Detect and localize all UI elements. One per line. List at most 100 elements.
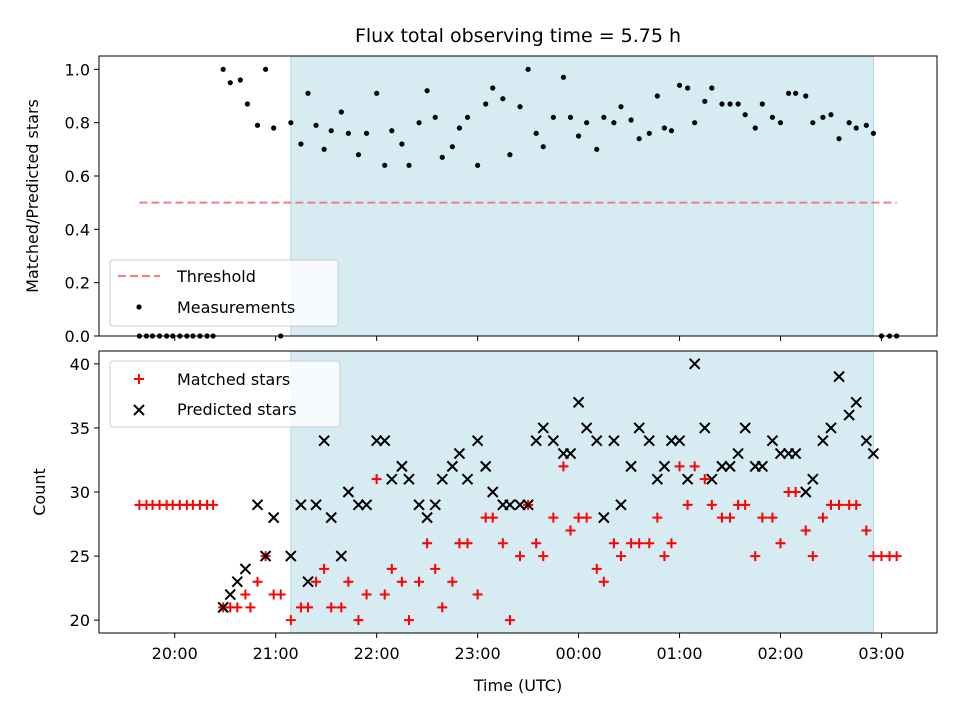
predicted-star-point bbox=[267, 511, 280, 524]
matched-star-point bbox=[531, 538, 542, 549]
measurement-point bbox=[618, 104, 624, 110]
measurement-point bbox=[363, 130, 370, 136]
legend-predicted-label: Predicted stars bbox=[177, 400, 297, 419]
matched-star-point bbox=[414, 576, 425, 587]
measurement-point bbox=[654, 93, 660, 99]
matched-star-point bbox=[851, 499, 862, 510]
predicted-star-point bbox=[461, 473, 474, 485]
matched-star-point bbox=[319, 563, 330, 574]
matched-star-point bbox=[615, 551, 626, 562]
predicted-star-point bbox=[421, 511, 433, 524]
matched-star-point bbox=[548, 512, 559, 523]
predicted-star-point bbox=[360, 499, 373, 511]
measurement-point bbox=[483, 101, 489, 107]
predicted-star-point bbox=[436, 473, 448, 485]
top-observing-window bbox=[290, 56, 874, 336]
matched-star-point bbox=[379, 589, 390, 600]
measurement-point bbox=[828, 112, 834, 118]
predicted-star-point bbox=[379, 435, 391, 447]
measurement-point bbox=[584, 120, 590, 126]
measurement-point bbox=[475, 162, 481, 168]
predicted-star-point bbox=[706, 473, 718, 485]
predicted-star-point bbox=[325, 511, 337, 524]
measurement-point bbox=[374, 90, 380, 96]
x-tick-label: 02:00 bbox=[757, 644, 803, 663]
predicted-star-point bbox=[766, 435, 779, 447]
predicted-star-point bbox=[681, 473, 694, 485]
top-y-tick-label: 0.6 bbox=[65, 167, 90, 186]
bottom-y-tick-label: 30 bbox=[70, 483, 90, 502]
matched-star-point bbox=[462, 538, 473, 549]
measurement-point bbox=[355, 152, 362, 158]
measurement-point bbox=[742, 112, 748, 118]
x-tick-label: 01:00 bbox=[656, 644, 702, 663]
predicted-star-point bbox=[732, 447, 744, 460]
legend-matched-label: Matched stars bbox=[177, 370, 290, 389]
panel-star-counts: 20 25 30 35 40 20:00 21:00 22:00 23:00 00:00 01:0… bbox=[30, 350, 938, 695]
matched-star-point bbox=[447, 576, 458, 587]
legend-box bbox=[109, 259, 339, 327]
predicted-star-point bbox=[860, 435, 873, 447]
measurement-point bbox=[416, 120, 422, 126]
measurement-point bbox=[727, 101, 733, 107]
measurement-point bbox=[777, 120, 784, 126]
matched-star-point bbox=[558, 461, 569, 472]
predicted-star-point bbox=[867, 447, 880, 460]
legend-predicted-swatch bbox=[133, 404, 145, 416]
top-y-tick-label: 0.2 bbox=[65, 274, 90, 293]
bottom-y-tick-label: 35 bbox=[70, 419, 90, 438]
top-y-tick-label: 0.0 bbox=[65, 327, 90, 346]
measurement-point bbox=[313, 122, 319, 128]
measurement-point bbox=[432, 114, 438, 120]
top-y-tick-label: 1.0 bbox=[65, 60, 90, 79]
predicted-star-point bbox=[302, 576, 314, 588]
predicted-star-point bbox=[413, 499, 425, 511]
measurement-point bbox=[810, 120, 816, 126]
bottom-y-tick-label: 20 bbox=[70, 611, 90, 630]
measurement-point bbox=[702, 98, 708, 104]
matched-star-point bbox=[311, 576, 322, 587]
matched-star-point bbox=[750, 551, 761, 562]
matched-star-point bbox=[666, 538, 677, 549]
predicted-star-point bbox=[530, 435, 542, 447]
matched-star-point bbox=[767, 512, 778, 523]
measurement-point bbox=[836, 136, 842, 142]
matched-star-point bbox=[634, 538, 645, 549]
measurement-point bbox=[237, 77, 243, 83]
measurement-point bbox=[321, 146, 327, 152]
matched-star-point bbox=[504, 615, 515, 626]
matched-star-point bbox=[834, 499, 845, 510]
predicted-star-point bbox=[688, 358, 701, 370]
matched-star-point bbox=[336, 602, 347, 613]
legend-threshold-label: Threshold bbox=[176, 267, 256, 286]
matched-star-point bbox=[591, 563, 602, 574]
predicted-star-point bbox=[335, 550, 348, 562]
measurement-point bbox=[271, 125, 277, 131]
measurement-point bbox=[550, 114, 556, 120]
predicted-star-point bbox=[817, 435, 829, 447]
measurement-point bbox=[567, 114, 574, 120]
measurement-point bbox=[636, 136, 642, 142]
top-legend: Threshold Measurements bbox=[109, 259, 339, 327]
measurement-point bbox=[735, 101, 741, 107]
measurement-point bbox=[646, 130, 652, 136]
measurement-point bbox=[575, 133, 582, 139]
matched-star-point bbox=[598, 576, 609, 587]
predicted-star-point bbox=[295, 499, 307, 511]
measurement-point bbox=[533, 130, 539, 136]
matched-star-point bbox=[581, 512, 592, 523]
measurement-point bbox=[759, 101, 765, 107]
matched-star-point bbox=[430, 563, 441, 574]
predicted-star-point bbox=[504, 499, 516, 511]
x-axis-label: Time (UTC) bbox=[473, 676, 562, 695]
predicted-star-point bbox=[580, 422, 593, 434]
measurement-point bbox=[517, 104, 523, 110]
measurement-point bbox=[288, 120, 294, 126]
matched-star-point bbox=[891, 551, 902, 562]
measurement-point bbox=[752, 125, 758, 131]
predicted-star-point bbox=[850, 396, 862, 408]
measurement-point bbox=[863, 122, 869, 128]
matched-star-point bbox=[386, 563, 397, 574]
predicted-star-point bbox=[633, 422, 645, 434]
